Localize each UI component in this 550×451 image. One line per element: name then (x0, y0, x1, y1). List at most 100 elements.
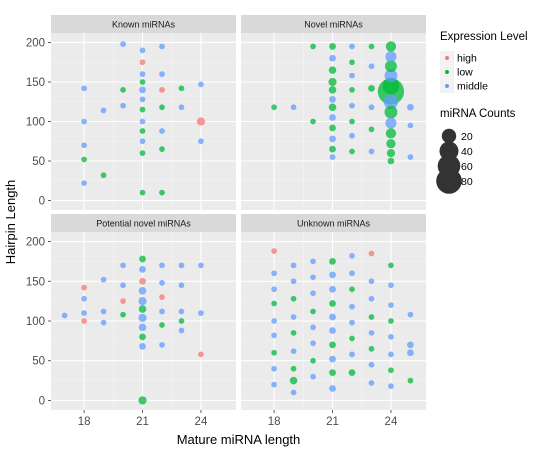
x-tick-label: 21 (136, 416, 149, 428)
data-point (386, 138, 396, 149)
data-point (388, 302, 394, 308)
data-point (290, 295, 297, 302)
data-point (368, 314, 375, 320)
data-point (138, 305, 147, 313)
data-point (159, 146, 165, 153)
data-point (100, 319, 107, 326)
data-point (120, 298, 126, 304)
y-tick-label: 150 (26, 276, 45, 288)
size-legend-label: 40 (461, 146, 473, 158)
data-point (329, 145, 336, 153)
data-point (290, 262, 297, 269)
data-point (138, 396, 147, 405)
y-tick-label: 200 (26, 237, 45, 249)
data-point (310, 357, 316, 364)
data-point (271, 365, 277, 372)
y-axis-title: Hairpin Length (3, 180, 18, 265)
data-point (81, 318, 87, 324)
data-point (198, 138, 204, 145)
data-point (290, 348, 297, 355)
data-point (348, 369, 356, 377)
data-point (329, 96, 336, 103)
data-point (290, 278, 297, 285)
x-tick-label: 21 (326, 416, 339, 428)
data-point (368, 380, 375, 386)
data-point (81, 142, 87, 149)
data-point (368, 250, 375, 257)
data-point (100, 107, 107, 114)
data-point (139, 96, 146, 103)
data-point (138, 297, 147, 306)
x-tick-label: 24 (385, 416, 398, 428)
facet-strip (51, 15, 236, 33)
data-point (139, 128, 146, 134)
data-point (310, 290, 316, 297)
data-point (407, 377, 414, 384)
y-tick-label: 100 (26, 117, 45, 129)
point-layer (271, 41, 414, 165)
size-legend-key (441, 128, 457, 144)
data-point (388, 351, 394, 358)
data-point (329, 355, 336, 363)
data-point (120, 311, 126, 318)
data-point (384, 69, 398, 83)
data-point (385, 51, 397, 63)
data-point (120, 262, 126, 269)
data-point (385, 41, 397, 52)
x-tick-label: 18 (78, 416, 91, 428)
data-point (386, 149, 396, 158)
data-point (290, 330, 297, 336)
point-layer (271, 248, 414, 396)
data-point (100, 276, 107, 283)
facet-panels: Known miRNAs Novel miRNAs Potential novel … (51, 15, 426, 410)
data-point (388, 262, 394, 269)
data-point (138, 313, 147, 322)
size-legend-label: 80 (461, 176, 473, 188)
data-point (368, 361, 375, 368)
data-point (349, 319, 355, 326)
y-tick-label: 150 (26, 77, 45, 89)
data-point (178, 282, 185, 289)
data-point (349, 118, 355, 125)
size-legend-title: miRNA Counts (440, 108, 516, 120)
data-point (407, 311, 414, 318)
data-point (159, 104, 165, 111)
facet-title: Known miRNAs (112, 20, 176, 30)
data-point (120, 102, 126, 109)
facet-strip (51, 214, 236, 232)
data-point (349, 252, 355, 259)
data-point (349, 72, 355, 79)
data-point (328, 77, 337, 87)
data-point (139, 47, 146, 54)
data-point (368, 345, 375, 352)
color-legend-title: Expression Level (440, 31, 528, 43)
data-point (407, 341, 414, 349)
data-point (81, 180, 87, 186)
data-point (368, 104, 375, 111)
data-point (139, 59, 146, 66)
data-point (384, 105, 398, 119)
data-point (368, 63, 375, 70)
data-point (329, 54, 336, 62)
data-point (138, 323, 147, 332)
point-layer (81, 41, 206, 196)
data-point (178, 308, 185, 315)
data-point (407, 154, 414, 160)
data-point (329, 114, 336, 121)
data-point (329, 135, 336, 143)
facet-title: Unknown miRNAs (297, 219, 371, 229)
data-point (387, 157, 395, 165)
data-point (290, 314, 297, 320)
data-point (310, 258, 316, 265)
data-point (368, 278, 375, 285)
y-tick-label: 50 (32, 156, 45, 168)
y-tick-label: 0 (39, 395, 45, 407)
data-point (139, 71, 146, 77)
point-layer (61, 255, 204, 405)
data-point (138, 287, 147, 295)
data-point (139, 106, 146, 113)
data-point (385, 117, 397, 129)
data-point (310, 118, 316, 125)
data-point (349, 303, 355, 310)
